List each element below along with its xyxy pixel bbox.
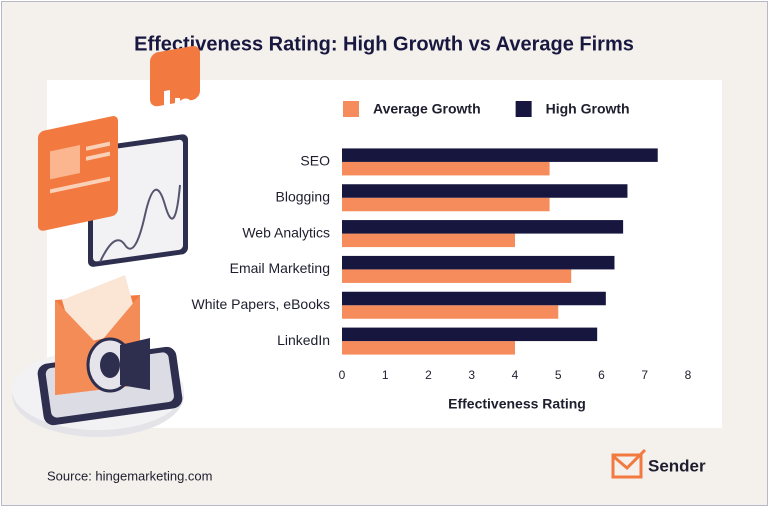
y-tick-label: Blogging: [276, 188, 331, 204]
legend-label: Average Growth: [373, 101, 481, 117]
chart-title: Effectiveness Rating: High Growth vs Ave…: [134, 33, 634, 55]
legend-swatch: [343, 101, 359, 117]
bar: [342, 148, 658, 162]
bar: [342, 220, 624, 234]
x-tick-label: 7: [641, 368, 648, 382]
bar: [342, 233, 515, 248]
bar: [342, 269, 572, 283]
x-tick-label: 1: [382, 368, 389, 382]
brand: Sender: [648, 456, 706, 475]
x-tick-label: 4: [512, 368, 519, 382]
x-tick-label: 6: [598, 368, 605, 382]
x-tick-label: 5: [555, 368, 562, 382]
bar: [342, 184, 628, 198]
bar: [342, 161, 550, 176]
y-tick-label: Web Analytics: [242, 224, 330, 240]
x-tick-label: 2: [425, 368, 432, 382]
y-tick-label: White Papers, eBooks: [191, 296, 330, 312]
x-tick-label: 8: [685, 368, 692, 382]
legend-label: High Growth: [546, 101, 630, 117]
bar: [342, 305, 559, 319]
bar: [342, 255, 615, 270]
y-tick-label: LinkedIn: [277, 332, 330, 348]
source: Source: hingemarketing.com: [47, 468, 212, 483]
x-axis-label: Effectiveness Rating: [448, 396, 586, 412]
legend-swatch: [515, 101, 532, 117]
x-tick-label: 3: [468, 368, 475, 382]
bar: [342, 327, 598, 342]
bar: [342, 197, 550, 212]
x-tick-label: 0: [339, 368, 346, 382]
y-tick-label: Email Marketing: [230, 260, 330, 276]
sender-logo: Sender: [611, 448, 706, 479]
bar: [342, 291, 606, 306]
bar: [342, 341, 515, 355]
y-tick-label: SEO: [300, 153, 330, 169]
illustration: [12, 46, 200, 437]
